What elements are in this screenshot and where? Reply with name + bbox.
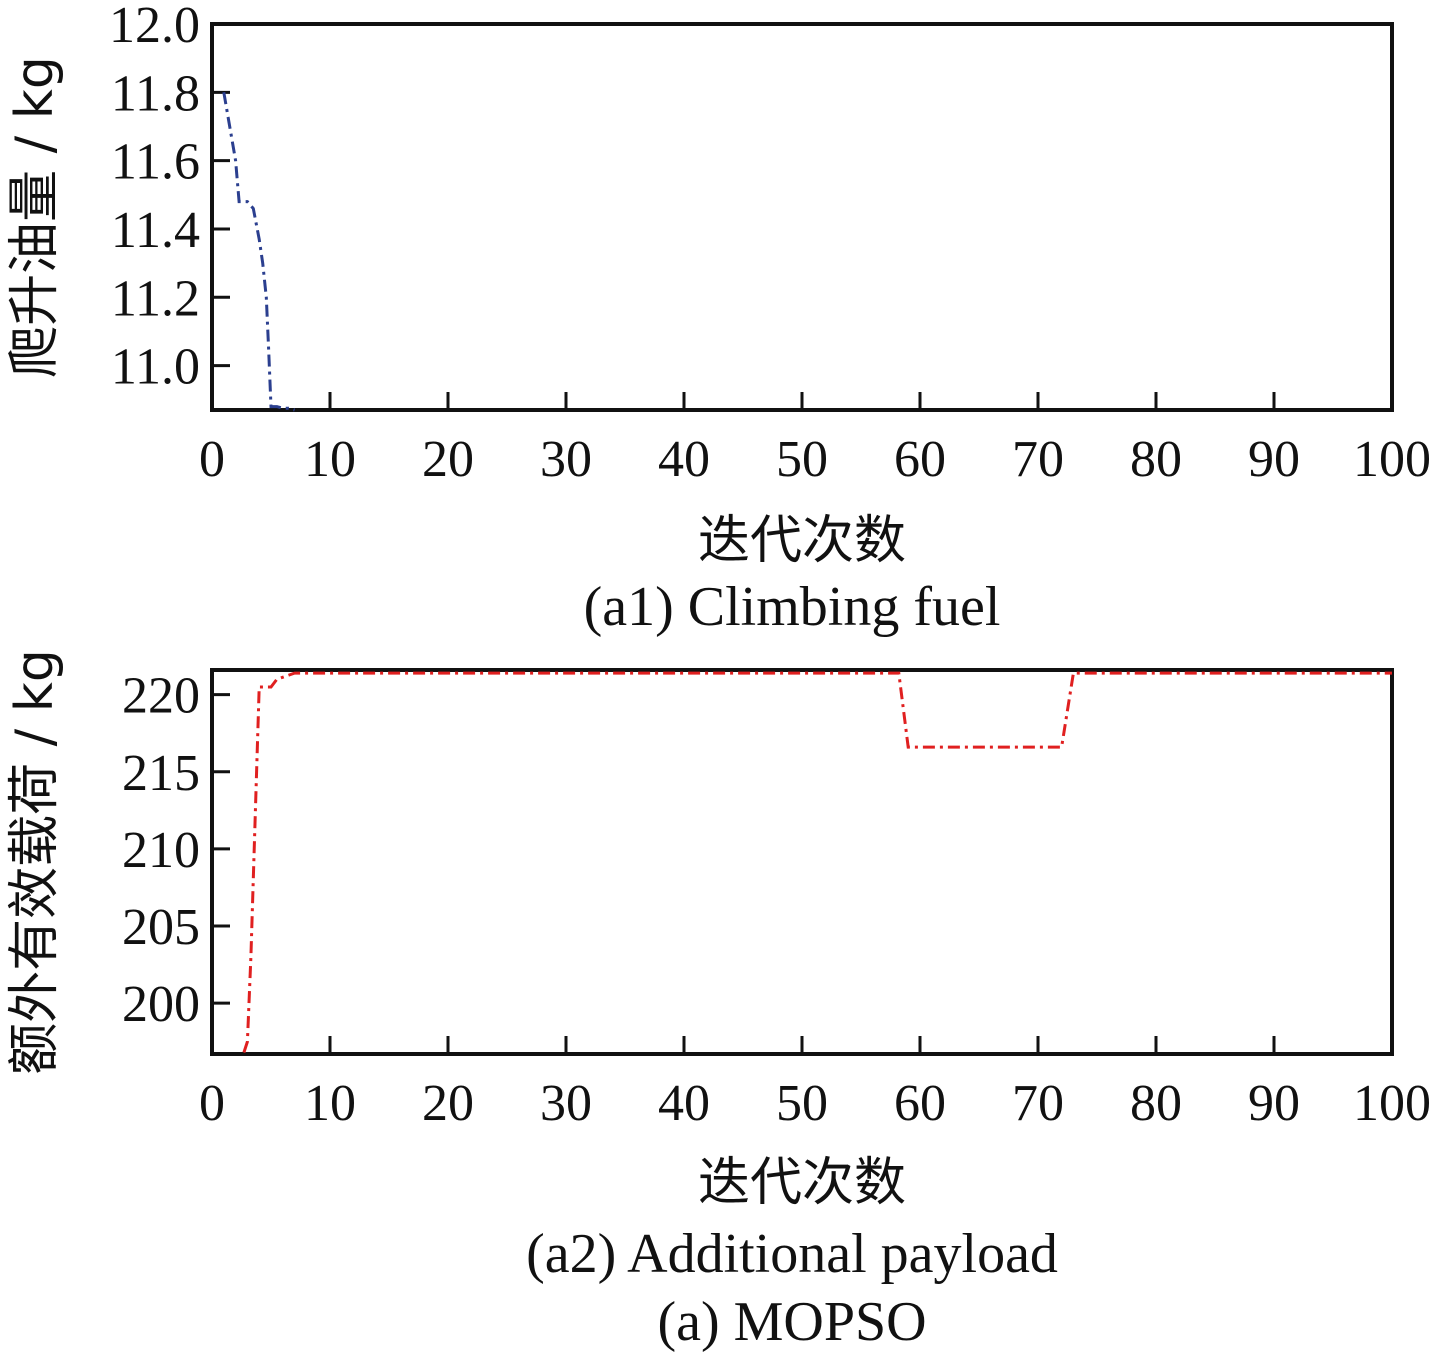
x-tick-label: 0: [199, 1075, 225, 1132]
x-tick-label: 50: [776, 1075, 828, 1132]
series-lines: [222, 92, 296, 412]
figure-caption: (a) MOPSO: [657, 1291, 926, 1353]
x-tick-label: 10: [304, 1075, 356, 1132]
y-tick-label: 11.8: [111, 65, 200, 122]
y-tick-label: 11.6: [111, 134, 200, 191]
x-tick-label: 30: [540, 431, 592, 488]
panel-a1-climbing-fuel: 0 10 20 30 40 50 60 70 80 90 100 11.011.211.411.61…: [5, 0, 1431, 638]
y-tick-label: 215: [122, 745, 200, 802]
plot-frame: [210, 22, 1394, 412]
x-tick-label: 80: [1130, 431, 1182, 488]
x-tick-label: 40: [658, 431, 710, 488]
x-tick-label: 70: [1012, 1075, 1064, 1132]
x-axis-ticks: 0 10 20 30 40 50 60 70 80 90 100: [199, 392, 1431, 488]
x-tick-label: 90: [1248, 1075, 1300, 1132]
x-tick-label: 80: [1130, 1075, 1182, 1132]
y-axis-ticks: 11.0 11.2 11.4 11.6 11.8 12.0: [109, 0, 230, 396]
y-tick-label: 220: [122, 668, 200, 725]
x-tick-label: 90: [1248, 431, 1300, 488]
y-tick-label: 11.2: [111, 270, 200, 327]
y-axis-label: 爬升油量 / kg: [5, 56, 65, 378]
y-tick-label: 200: [122, 976, 200, 1033]
x-axis-label: 迭代次数: [698, 1153, 906, 1213]
x-axis-label: 迭代次数: [698, 511, 906, 571]
x-tick-label: 20: [422, 1075, 474, 1132]
x-tick-label: 50: [776, 431, 828, 488]
y-tick-label: 11.0: [111, 339, 200, 396]
x-tick-label: 60: [894, 431, 946, 488]
x-tick-label: 20: [422, 431, 474, 488]
y-axis-ticks: 200 205 210 215 220: [122, 668, 230, 1033]
x-tick-label: 60: [894, 1075, 946, 1132]
x-tick-label: 0: [199, 431, 225, 488]
subplot-caption: (a2) Additional payload: [526, 1223, 1058, 1285]
y-axis-label: 额外有效载荷 / kg: [5, 649, 65, 1075]
y-tick-label: 205: [122, 899, 200, 956]
y-tick-label: 12.0: [109, 0, 200, 54]
y-tick-label: 210: [122, 822, 200, 879]
subplot-caption: (a1) Climbing fuel: [584, 576, 1001, 638]
x-tick-label: 30: [540, 1075, 592, 1132]
series-line: [222, 92, 296, 412]
x-tick-label: 100: [1353, 431, 1431, 488]
plot-frame: [210, 668, 1394, 1056]
y-tick-label: 11.4: [111, 202, 200, 259]
series-lines: [242, 671, 1392, 1053]
panel-a2-additional-payload: 0 10 20 30 40 50 60 70 80 90 100 200 205 210 215 220 迭…: [5, 649, 1431, 1285]
x-tick-label: 10: [304, 431, 356, 488]
x-axis-ticks: 0 10 20 30 40 50 60 70 80 90 100: [199, 1036, 1431, 1132]
x-tick-label: 70: [1012, 431, 1064, 488]
x-tick-label: 100: [1353, 1075, 1431, 1132]
series-line: [242, 671, 1392, 1053]
x-tick-label: 40: [658, 1075, 710, 1132]
